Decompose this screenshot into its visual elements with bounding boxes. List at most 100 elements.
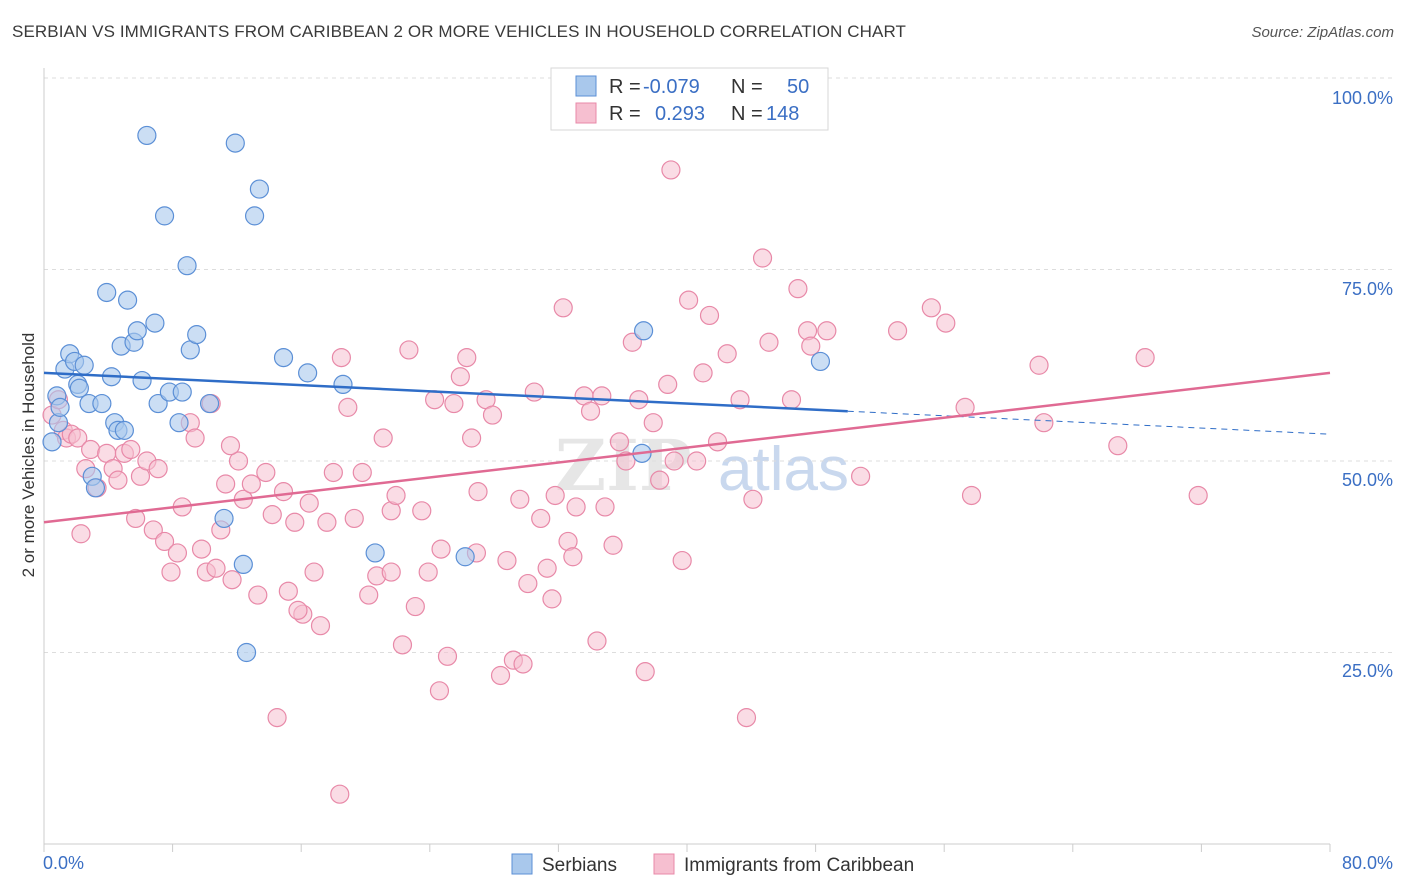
caribbean-point [595,497,615,517]
caribbean-point [687,451,707,471]
caribbean-point [457,347,477,368]
serbian-point [85,478,106,498]
caribbean-point [609,432,630,452]
x-tick-label-max: 80.0% [1342,853,1393,873]
caribbean-point [1108,436,1128,456]
serbian-point [214,508,234,529]
caribbean-point [759,332,779,352]
caribbean-point [622,332,642,352]
caribbean-point [278,581,298,601]
serbian-point [145,313,165,333]
caribbean-point [693,363,713,383]
caribbean-point [736,708,757,728]
caribbean-point [386,485,406,506]
caribbean-point [1135,347,1155,368]
serbian-point [177,256,197,276]
caribbean-point [664,451,684,471]
axes [43,68,1331,852]
caribbean-point [392,635,413,655]
caribbean-point [126,508,146,529]
serbian-trend-extension [847,410,1331,435]
stats-r-label-caribbean: R = [609,103,641,125]
caribbean-points [42,160,1208,804]
caribbean-point [513,654,533,674]
serbian-point [249,179,270,199]
serbian-trend-line [43,371,848,413]
legend: Serbians Immigrants from Caribbean [511,853,914,876]
caribbean-point [373,428,393,448]
serbian-point [117,290,138,310]
caribbean-point [650,470,670,490]
caribbean-point [425,390,445,410]
x-tick-label-min: 0.0% [43,853,84,873]
serbian-point [97,282,117,303]
caribbean-point [431,539,451,559]
caribbean-point [524,382,544,402]
serbian-point [169,413,189,433]
serbian-point [137,125,157,146]
y-tick-label-50: 50.0% [1342,470,1393,490]
stats-n-value-serbians: 50 [787,76,809,98]
caribbean-point [185,428,205,448]
caribbean-point [699,305,720,326]
caribbean-point [518,573,538,594]
serbian-point [187,325,207,345]
caribbean-point [603,535,623,555]
caribbean-point [752,248,773,268]
legend-swatch-caribbean [653,853,675,875]
caribbean-point [206,558,226,578]
caribbean-point [545,485,565,506]
caribbean-point [71,524,91,544]
stats-box-frame [550,67,829,131]
caribbean-point [566,497,586,517]
caribbean-point [444,393,464,414]
caribbean-point [121,439,141,460]
caribbean-point [352,462,372,483]
serbian-point [199,393,220,414]
caribbean-point [81,439,101,460]
caribbean-point [148,459,168,479]
serbian-point [42,432,62,452]
caribbean-point [273,482,294,502]
stats-n-label-serbians: N = [731,76,763,98]
caribbean-point [635,662,655,682]
caribbean-point [743,489,763,509]
stats-swatch-serbians [575,75,597,97]
caribbean-point [1029,355,1049,375]
serbian-point [298,363,318,383]
caribbean-point [143,520,163,540]
caribbean-point [643,413,663,433]
caribbean-point [310,616,331,636]
serbian-point [154,206,175,226]
caribbean-point [936,313,956,333]
caribbean-point [1188,485,1208,506]
serbian-point [132,370,152,391]
caribbean-point [817,321,837,341]
caribbean-point [468,482,488,502]
source-credit: Source: ZipAtlas.com [1251,24,1394,41]
watermark-atlas: atlas [718,435,849,504]
serbian-point [633,321,654,341]
caribbean-point [167,543,188,563]
caribbean-point [851,466,871,486]
caribbean-point [191,539,212,559]
serbian-point [69,378,89,398]
caribbean-point [288,600,308,620]
caribbean-point [412,501,432,521]
caribbean-point [707,432,728,452]
caribbean-point [267,708,287,728]
serbian-point [333,374,353,394]
serbian-point [273,347,294,368]
caribbean-point [299,493,319,513]
caribbean-point [781,390,802,410]
caribbean-point [304,562,324,582]
caribbean-point [262,505,282,525]
caribbean-point [323,462,343,483]
y-tick-label-100: 100.0% [1332,88,1393,108]
serbian-point [365,543,385,563]
stats-r-label-serbians: R = [609,76,641,98]
serbian-point [244,206,265,226]
caribbean-point [317,512,337,532]
caribbean-point [222,570,242,590]
serbian-point [236,642,257,663]
